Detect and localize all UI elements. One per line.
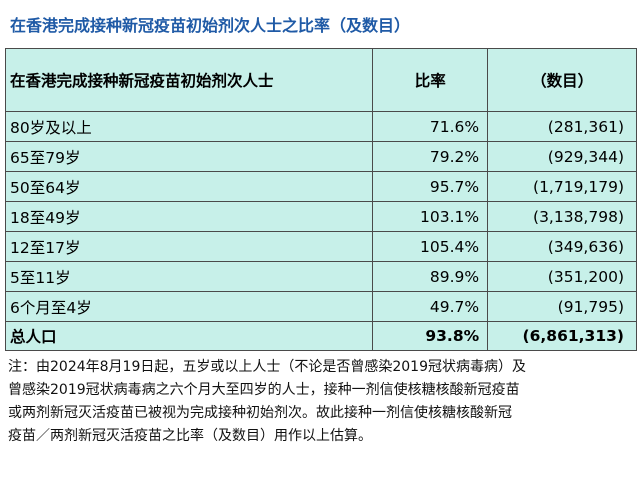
count-cell: (1,719,179) — [487, 171, 637, 202]
rate-cell: 49.7% — [372, 291, 489, 322]
footnote: 注：由2024年8月19日起，五岁或以上人士（不论是否曾感染2019冠状病毒病）… — [8, 356, 632, 448]
footnote-line: 注：由2024年8月19日起，五岁或以上人士（不论是否曾感染2019冠状病毒病）… — [8, 359, 526, 375]
total-rate-cell: 93.8% — [372, 321, 489, 351]
age-group-cell: 12至17岁 — [4, 231, 374, 262]
rate-cell: 105.4% — [372, 231, 489, 262]
table-header-row: 在香港完成接种新冠疫苗初始剂次人士 比率 （数目） — [4, 48, 637, 112]
table-row: 6个月至4岁 49.7% (91,795) — [4, 291, 637, 322]
header-group: 在香港完成接种新冠疫苗初始剂次人士 — [4, 48, 374, 112]
count-cell: (351,200) — [487, 261, 637, 292]
count-cell: (3,138,798) — [487, 201, 637, 232]
rate-cell: 95.7% — [372, 171, 489, 202]
footnote-line: 曾感染2019冠状病毒病之六个月大至四岁的人士，接种一剂信使核糖核酸新冠疫苗 — [8, 382, 520, 398]
vaccination-rate-table: 在香港完成接种新冠疫苗初始剂次人士 比率 （数目） 80岁及以上 71.6% (… — [4, 48, 637, 351]
table-row: 80岁及以上 71.6% (281,361) — [4, 111, 637, 142]
age-group-cell: 65至79岁 — [4, 141, 374, 172]
age-group-cell: 18至49岁 — [4, 201, 374, 232]
header-rate: 比率 — [372, 48, 489, 112]
rate-cell: 79.2% — [372, 141, 489, 172]
footnote-line: 或两剂新冠灭活疫苗已被视为完成接种初始剂次。故此接种一剂信使核糖核酸新冠 — [8, 405, 512, 421]
table-row: 65至79岁 79.2% (929,344) — [4, 141, 637, 172]
total-row: 总人口 93.8% (6,861,313) — [4, 321, 637, 351]
table-row: 5至11岁 89.9% (351,200) — [4, 261, 637, 292]
total-label-cell: 总人口 — [4, 321, 374, 351]
table-row: 12至17岁 105.4% (349,636) — [4, 231, 637, 262]
page-title: 在香港完成接种新冠疫苗初始剂次人士之比率（及数目） — [10, 16, 411, 35]
rate-cell: 71.6% — [372, 111, 489, 142]
count-cell: (91,795) — [487, 291, 637, 322]
header-count: （数目） — [487, 48, 637, 112]
rate-cell: 89.9% — [372, 261, 489, 292]
age-group-cell: 80岁及以上 — [4, 111, 374, 142]
table-row: 18至49岁 103.1% (3,138,798) — [4, 201, 637, 232]
total-count-cell: (6,861,313) — [487, 321, 637, 351]
count-cell: (281,361) — [487, 111, 637, 142]
footnote-line: 疫苗／两剂新冠灭活疫苗之比率（及数目）用作以上估算。 — [8, 428, 372, 444]
rate-cell: 103.1% — [372, 201, 489, 232]
age-group-cell: 50至64岁 — [4, 171, 374, 202]
table-row: 50至64岁 95.7% (1,719,179) — [4, 171, 637, 202]
count-cell: (349,636) — [487, 231, 637, 262]
age-group-cell: 6个月至4岁 — [4, 291, 374, 322]
age-group-cell: 5至11岁 — [4, 261, 374, 292]
count-cell: (929,344) — [487, 141, 637, 172]
